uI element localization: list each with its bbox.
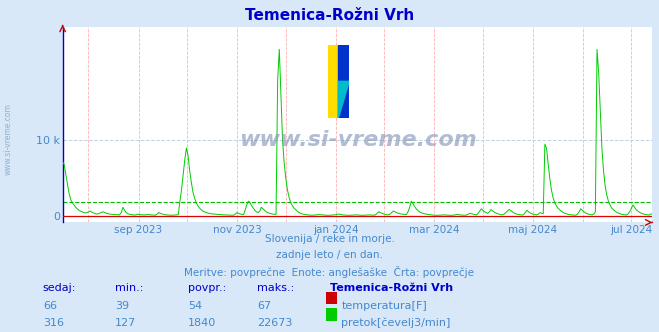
Text: 54: 54 xyxy=(188,301,202,311)
Text: www.si-vreme.com: www.si-vreme.com xyxy=(4,104,13,175)
Text: min.:: min.: xyxy=(115,283,144,293)
Text: Temenica-Rožni Vrh: Temenica-Rožni Vrh xyxy=(245,8,414,23)
Text: 66: 66 xyxy=(43,301,57,311)
Text: 67: 67 xyxy=(257,301,271,311)
Text: Temenica-Rožni Vrh: Temenica-Rožni Vrh xyxy=(330,283,453,293)
Polygon shape xyxy=(328,45,339,118)
Text: Slovenija / reke in morje.: Slovenija / reke in morje. xyxy=(264,234,395,244)
Polygon shape xyxy=(328,45,339,118)
Text: sedaj:: sedaj: xyxy=(43,283,76,293)
Text: 39: 39 xyxy=(115,301,129,311)
Text: 1840: 1840 xyxy=(188,318,216,328)
Text: www.si-vreme.com: www.si-vreme.com xyxy=(239,130,476,150)
Text: pretok[čevelj3/min]: pretok[čevelj3/min] xyxy=(341,318,451,328)
Text: maks.:: maks.: xyxy=(257,283,295,293)
Text: 316: 316 xyxy=(43,318,64,328)
Text: povpr.:: povpr.: xyxy=(188,283,226,293)
Text: Meritve: povprečne  Enote: anglešaške  Črta: povprečje: Meritve: povprečne Enote: anglešaške Črt… xyxy=(185,266,474,278)
Text: 22673: 22673 xyxy=(257,318,293,328)
Polygon shape xyxy=(339,45,349,118)
Text: temperatura[F]: temperatura[F] xyxy=(341,301,427,311)
Polygon shape xyxy=(339,81,349,118)
Text: 127: 127 xyxy=(115,318,136,328)
Text: zadnje leto / en dan.: zadnje leto / en dan. xyxy=(276,250,383,260)
